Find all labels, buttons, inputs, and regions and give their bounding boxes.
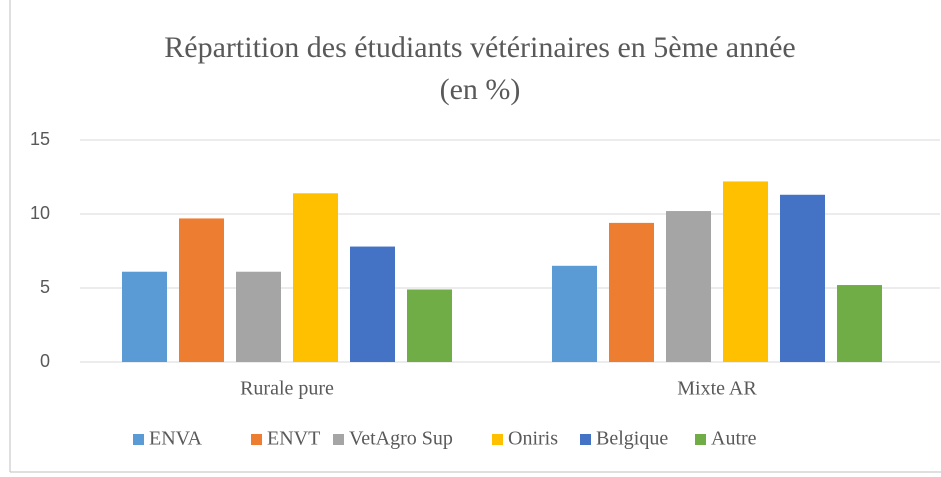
- legend-label: ENVA: [149, 428, 203, 450]
- chart-title: Répartition des étudiants vétérinaires e…: [164, 31, 795, 64]
- bar: [552, 265, 597, 362]
- x-tick-label: Mixte AR: [677, 378, 757, 400]
- legend-swatch: [251, 434, 262, 445]
- legend-label: Belgique: [596, 428, 668, 450]
- y-tick-label: 15: [30, 129, 50, 149]
- legend-label: VetAgro Sup: [349, 428, 453, 450]
- bar: [837, 285, 882, 362]
- bar: [723, 181, 768, 362]
- bar: [666, 211, 711, 362]
- y-tick-label: 0: [40, 351, 50, 371]
- bar: [780, 194, 825, 362]
- legend-label: Oniris: [508, 428, 558, 450]
- legend-label: Autre: [711, 428, 757, 450]
- legend-swatch: [133, 434, 144, 445]
- legend-swatch: [580, 434, 591, 445]
- legend-swatch: [333, 434, 344, 445]
- bar: [122, 271, 167, 362]
- y-tick-label: 10: [30, 203, 50, 223]
- y-tick-label: 5: [40, 277, 50, 297]
- bar: [407, 289, 452, 362]
- chart-title: (en %): [440, 73, 521, 106]
- bar: [179, 218, 224, 362]
- bar: [236, 271, 281, 362]
- legend-swatch: [695, 434, 706, 445]
- bar: [609, 222, 654, 362]
- legend-swatch: [492, 434, 503, 445]
- bar: [350, 246, 395, 362]
- legend-label: ENVT: [267, 428, 320, 450]
- x-tick-label: Rurale pure: [240, 378, 334, 400]
- bar: [293, 193, 338, 362]
